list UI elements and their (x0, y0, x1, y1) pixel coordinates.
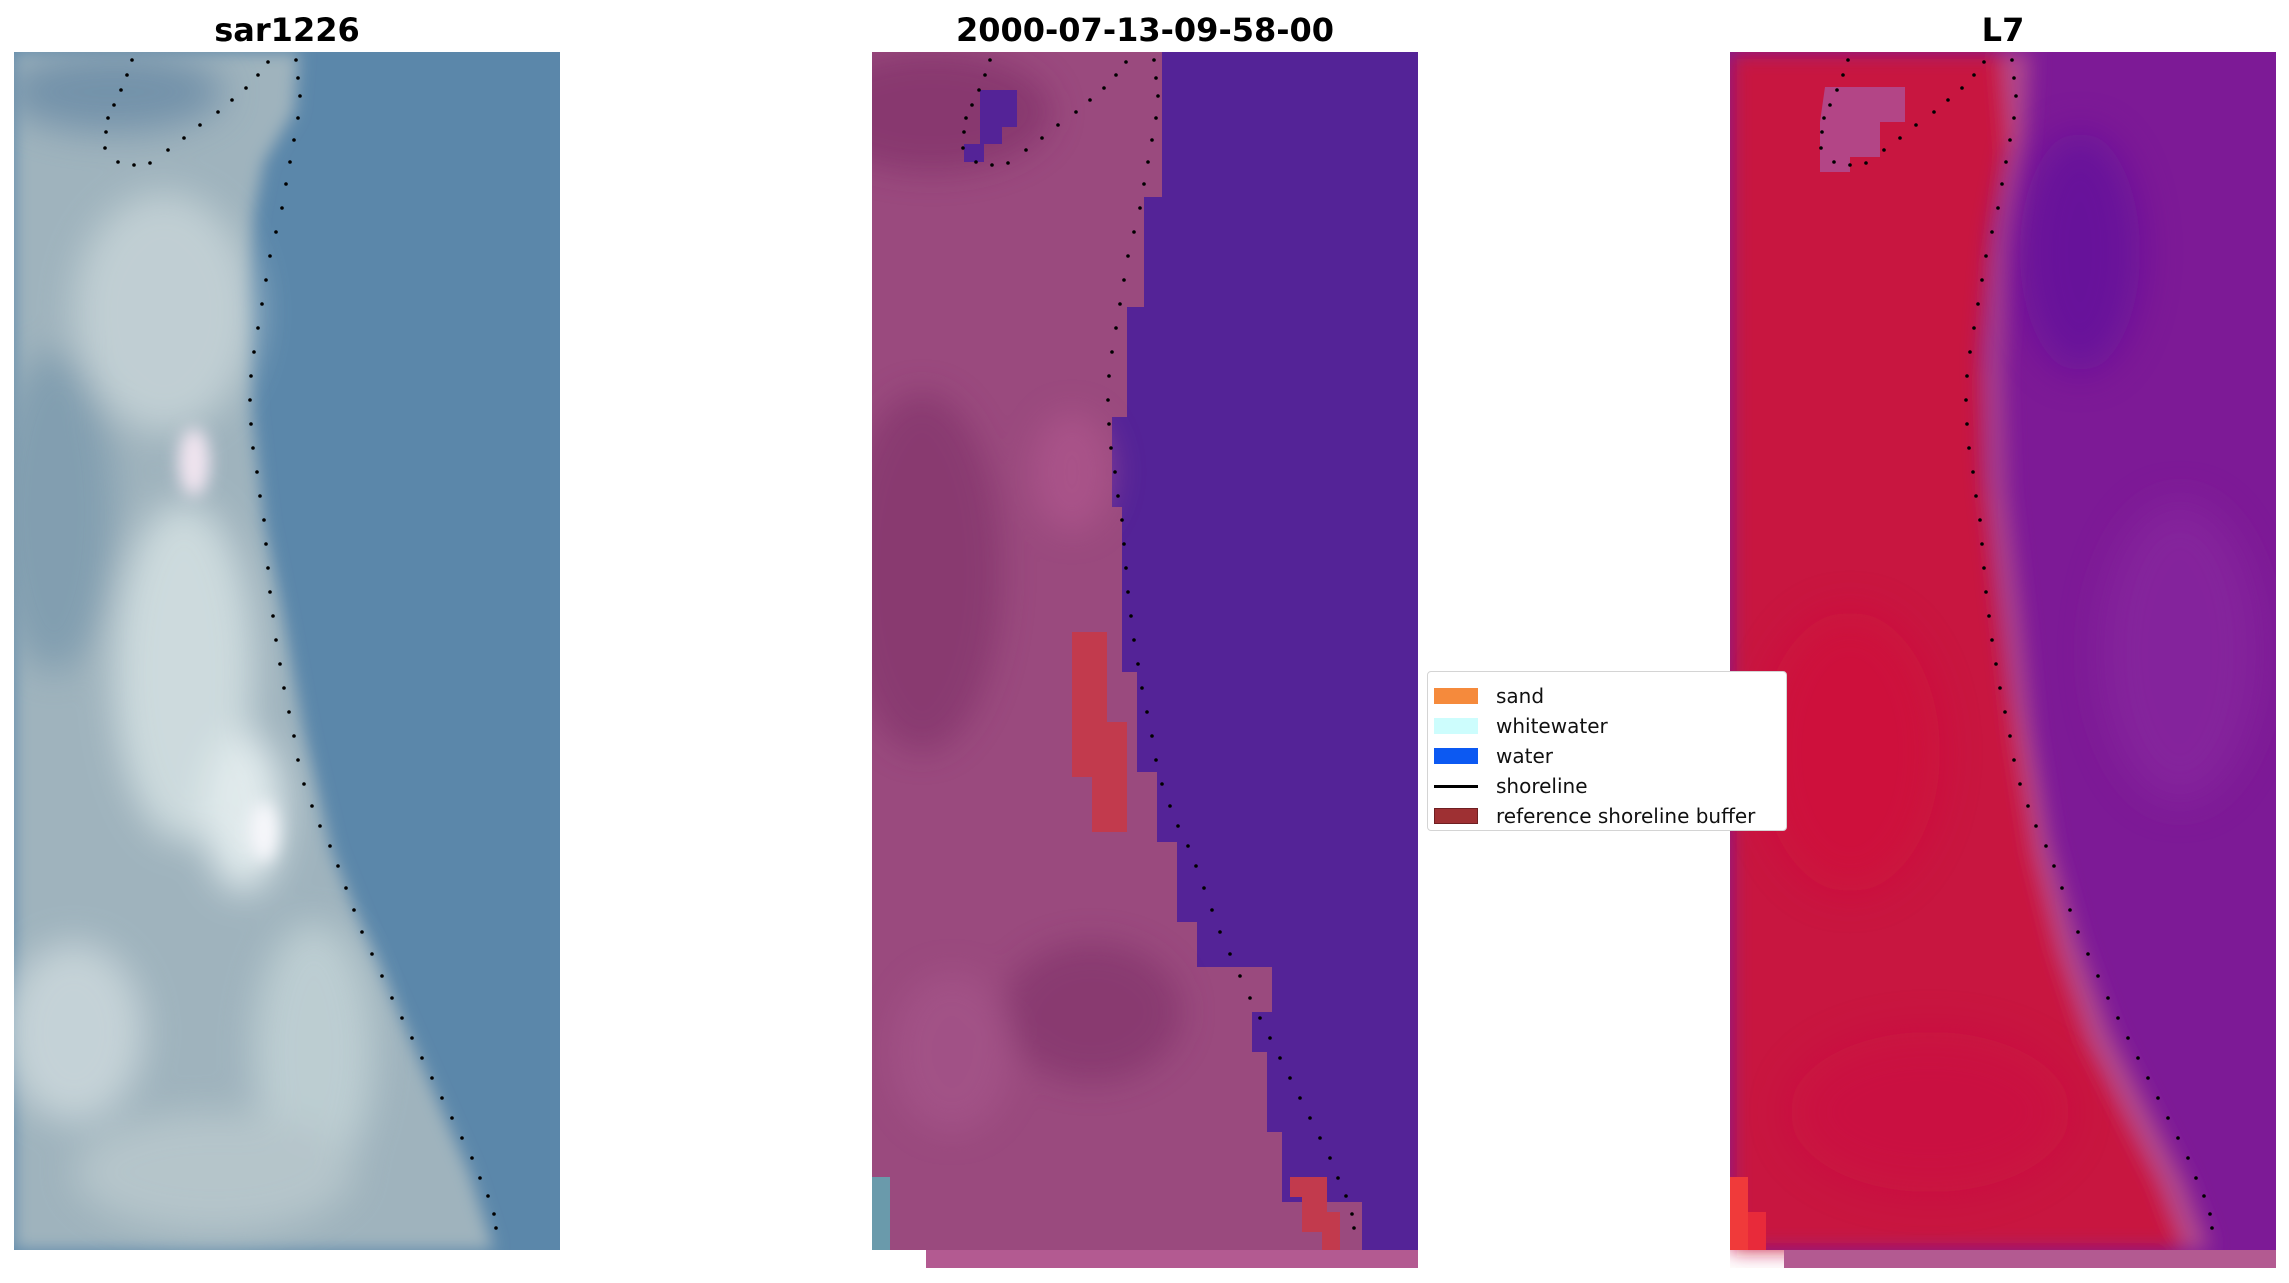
legend: sand whitewater water shoreline referenc… (1427, 671, 1787, 831)
panel-title-classified: 2000-07-13-09-58-00 (955, 11, 1335, 49)
panel-title-rgb: sar1226 (214, 11, 360, 49)
rgb-image (14, 52, 560, 1250)
legend-label-reference-buffer: reference shoreline buffer (1496, 804, 1756, 828)
shoreline-line-icon (1434, 785, 1478, 788)
legend-item-water: water (1428, 742, 1786, 770)
classified-image (872, 52, 1418, 1268)
rgb-image-panel (14, 52, 560, 1250)
nir-image (1730, 52, 2276, 1268)
legend-label-sand: sand (1496, 684, 1545, 708)
reference-buffer-swatch (1434, 808, 1478, 824)
legend-label-shoreline: shoreline (1496, 774, 1588, 798)
legend-item-reference-buffer: reference shoreline buffer (1428, 802, 1786, 830)
panel-title-nir: L7 (1981, 11, 2025, 49)
classification-panel (872, 52, 1418, 1268)
sand-swatch (1434, 688, 1478, 704)
water-swatch (1434, 748, 1478, 764)
legend-item-whitewater: whitewater (1428, 712, 1786, 740)
nir-image-panel (1730, 52, 2276, 1268)
whitewater-swatch (1434, 718, 1478, 734)
legend-label-whitewater: whitewater (1496, 714, 1608, 738)
legend-label-water: water (1496, 744, 1553, 768)
legend-item-sand: sand (1428, 682, 1786, 710)
legend-item-shoreline: shoreline (1428, 772, 1786, 800)
